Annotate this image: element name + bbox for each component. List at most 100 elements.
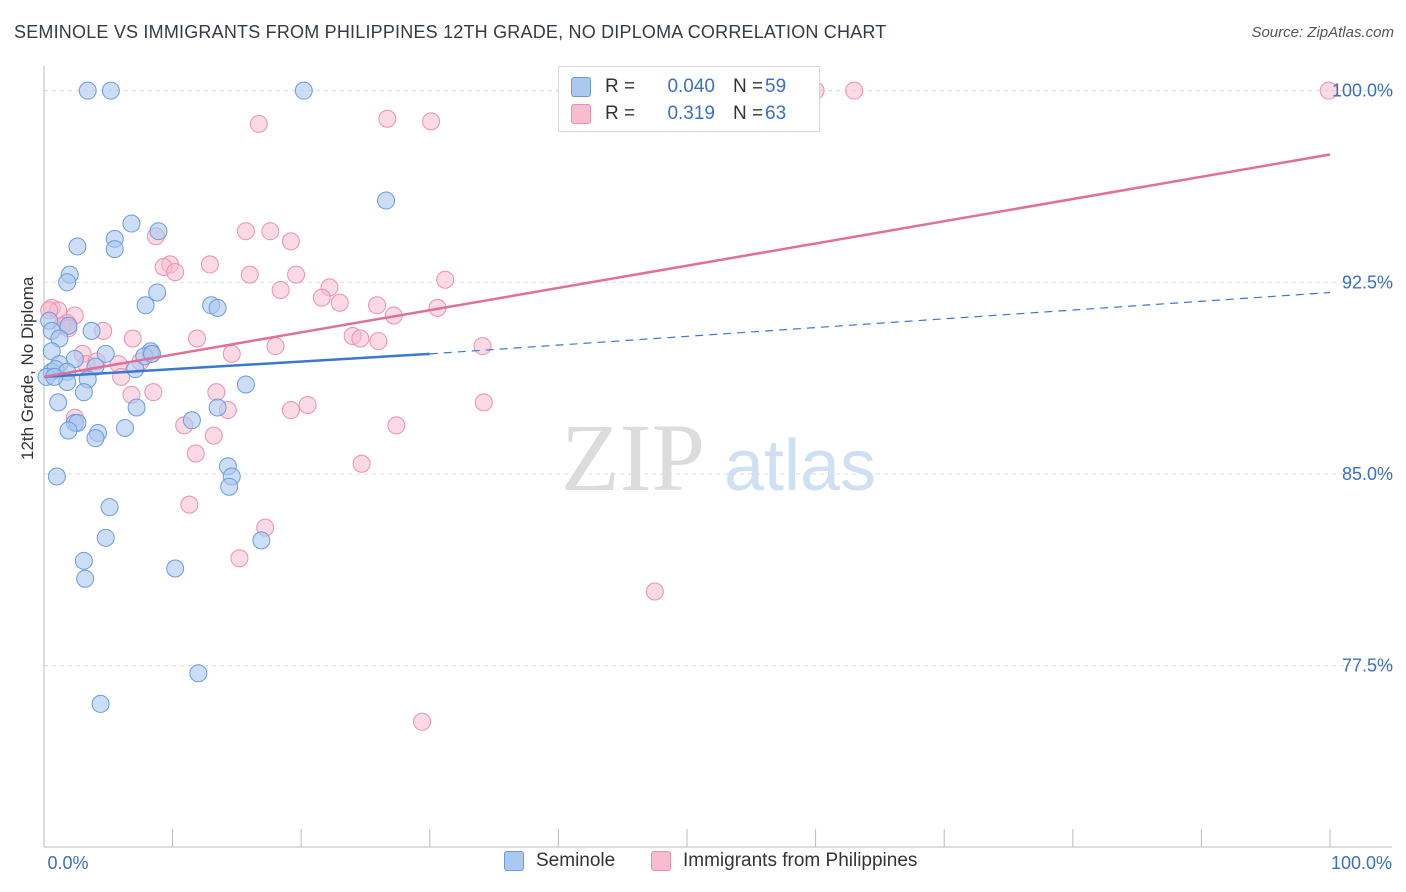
seminole-point <box>74 383 93 402</box>
seminole-point <box>47 467 66 486</box>
seminole-point <box>58 273 77 292</box>
philippines-point <box>287 265 306 284</box>
seminole-point <box>182 411 201 430</box>
seminole-point <box>101 81 120 100</box>
seminole-point <box>59 316 78 335</box>
philippines-point <box>266 337 285 356</box>
seminole-point <box>105 240 124 259</box>
philippines-point <box>330 293 349 312</box>
philippines-point <box>200 255 219 274</box>
philippines-trend-line <box>43 153 1331 379</box>
seminole-point <box>377 191 396 210</box>
seminole-point <box>136 296 155 315</box>
philippines-point <box>298 395 317 414</box>
philippines-point <box>249 114 268 133</box>
philippines-point <box>236 222 255 241</box>
seminole-trend-line <box>43 352 430 379</box>
legend-label-philippines: Immigrants from Philippines <box>683 850 918 871</box>
philippines-point <box>144 383 163 402</box>
legend-n-label: N = <box>733 103 764 124</box>
philippines-point <box>845 81 864 100</box>
philippines-point <box>474 393 493 412</box>
series-legend: Seminole Immigrants from Philippines <box>0 850 1406 880</box>
trend-lines <box>43 153 1331 379</box>
seminole-point <box>149 222 168 241</box>
tick-labels: 77.5% 85.0% 92.5% 100.0% 0.0% 100.0% <box>47 81 1393 873</box>
axes <box>43 66 1392 848</box>
philippines-point <box>645 582 664 601</box>
seminole-point <box>252 531 271 550</box>
legend-label-seminole: Seminole <box>536 850 616 871</box>
seminole-point <box>59 421 78 440</box>
philippines-point <box>180 495 199 514</box>
legend-swatch-seminole <box>571 77 591 97</box>
seminole-points <box>37 81 396 713</box>
philippines-point <box>123 329 142 348</box>
watermark: ZIP atlas <box>561 404 876 511</box>
y-tick-label: 77.5% <box>1342 656 1393 676</box>
legend-n-value: 63 <box>765 103 787 124</box>
philippines-point <box>436 270 455 289</box>
philippines-point <box>261 222 280 241</box>
correlation-legend: R = 0.040 N = 59 R = 0.319 N = 63 <box>558 66 820 132</box>
seminole-point <box>68 237 87 256</box>
philippines-point <box>312 288 331 307</box>
y-axis-label: 12th Grade, No Diploma <box>18 276 37 460</box>
philippines-point <box>188 329 207 348</box>
legend-swatch-philippines <box>651 851 671 871</box>
legend-r-value: 0.040 <box>667 76 715 97</box>
legend-n-value: 59 <box>765 76 787 97</box>
x-tick-label: 0.0% <box>47 853 88 873</box>
seminole-trend-dashed <box>429 291 1331 355</box>
philippines-point <box>186 444 205 463</box>
seminole-point <box>236 375 255 394</box>
philippines-point <box>204 426 223 445</box>
seminole-point <box>74 551 93 570</box>
philippines-point <box>222 344 241 363</box>
philippines-point <box>422 112 441 131</box>
legend-item-philippines[interactable]: Immigrants from Philippines <box>651 850 917 872</box>
y-tick-label: 100.0% <box>1332 81 1393 101</box>
philippines-point <box>281 232 300 251</box>
y-tick-label: 85.0% <box>1342 464 1393 484</box>
seminole-point <box>166 559 185 578</box>
legend-swatch-seminole <box>504 851 524 871</box>
philippines-point <box>368 296 387 315</box>
seminole-point <box>208 298 227 317</box>
legend-r-label: R = <box>605 76 636 97</box>
watermark-atlas: atlas <box>724 426 876 506</box>
philippines-point <box>413 712 432 731</box>
seminole-point <box>148 283 167 302</box>
seminole-point <box>96 344 115 363</box>
watermark-zip: ZIP <box>561 404 705 511</box>
seminole-point <box>189 664 208 683</box>
philippines-point <box>352 454 371 473</box>
legend-r-value: 0.319 <box>667 103 715 124</box>
legend-n-label: N = <box>733 76 764 97</box>
seminole-point <box>220 477 239 496</box>
seminole-point <box>86 429 105 448</box>
y-tick-label: 92.5% <box>1342 272 1393 292</box>
philippines-point <box>1319 81 1338 100</box>
philippines-point <box>369 332 388 351</box>
philippines-point <box>351 329 370 348</box>
legend-row-seminole: R = 0.040 N = 59 <box>571 73 786 101</box>
philippines-point <box>166 263 185 282</box>
source-label: Source: ZipAtlas.com <box>1251 24 1394 41</box>
legend-item-seminole[interactable]: Seminole <box>504 850 615 872</box>
seminole-point <box>127 398 146 417</box>
legend-swatch-philippines <box>571 104 591 124</box>
seminole-point <box>76 569 95 588</box>
legend-row-philippines: R = 0.319 N = 63 <box>571 100 786 128</box>
seminole-point <box>91 694 110 713</box>
legend-r-label: R = <box>605 103 636 124</box>
seminole-point <box>49 393 68 412</box>
chart-title: SEMINOLE VS IMMIGRANTS FROM PHILIPPINES … <box>14 22 887 42</box>
philippines-point <box>207 383 226 402</box>
philippines-point <box>240 265 259 284</box>
seminole-point <box>82 321 101 340</box>
philippines-point <box>378 109 397 128</box>
philippines-point <box>271 280 290 299</box>
philippines-point <box>281 401 300 420</box>
